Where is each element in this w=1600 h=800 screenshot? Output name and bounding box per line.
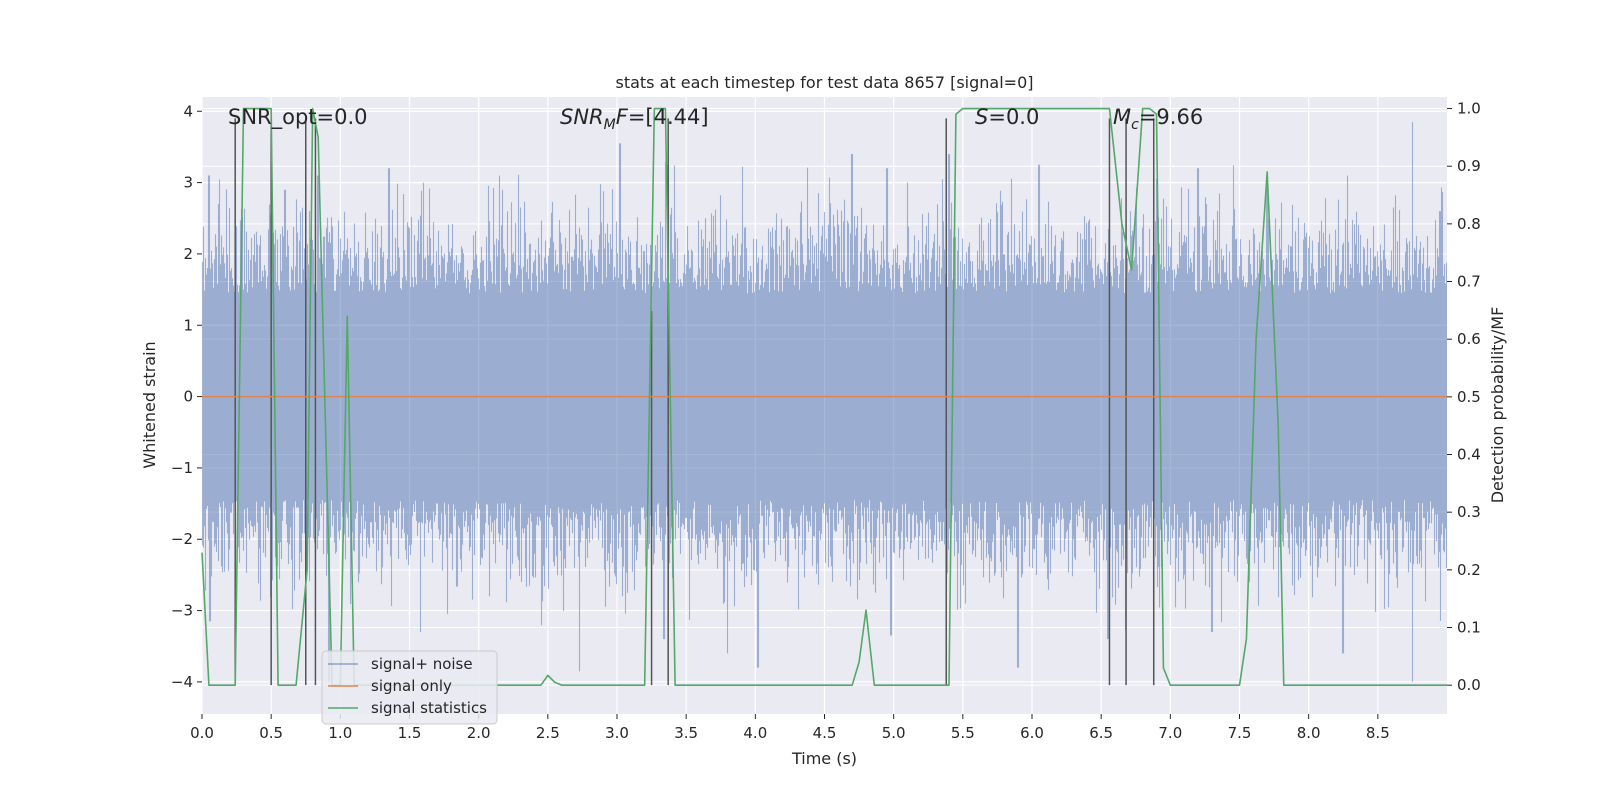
annotation-snr-mf: SNRMF=[4.44]	[560, 105, 709, 133]
x-axis-label: Time (s)	[791, 749, 857, 768]
y-right-tick-label-5: 0.5	[1457, 388, 1481, 406]
series-lines	[201, 107, 1447, 686]
y-right-tick-label-9: 0.1	[1457, 619, 1481, 637]
x-tick-label-17: 8.5	[1366, 724, 1390, 742]
legend-label-signal-statistics: signal statistics	[371, 699, 487, 717]
x-tick-label-11: 5.5	[951, 724, 975, 742]
legend-box	[321, 650, 498, 725]
stat-annotations: SNR_opt=0.0 SNRMF=[4.44] S=0.0 Mc=9.66	[228, 105, 1203, 133]
legend-label-signal-noise: signal+ noise	[371, 655, 473, 673]
x-tick-label-15: 7.5	[1228, 724, 1252, 742]
y-tick-label-4: 0	[183, 388, 193, 406]
x-tick-label-3: 1.5	[398, 724, 422, 742]
signal-statistics-line	[201, 107, 1447, 686]
x-tick-label-14: 7.0	[1158, 724, 1182, 742]
y-right-tick-label-1: 0.9	[1457, 157, 1481, 175]
y-tick-label-6: −2	[171, 530, 193, 548]
x-tick-label-9: 4.5	[813, 724, 837, 742]
y-tick-label-2: 2	[183, 245, 193, 263]
series-signal-noise	[201, 122, 1448, 682]
y-tick-label-5: −1	[171, 459, 193, 477]
x-tick-label-13: 6.5	[1089, 724, 1113, 742]
x-tick-label-4: 2.0	[467, 724, 491, 742]
y-right-tick-label-0: 1.0	[1457, 100, 1481, 118]
x-tick-label-16: 8.0	[1297, 724, 1321, 742]
y-right-tick-label-7: 0.3	[1457, 503, 1481, 521]
x-tick-label-12: 6.0	[1020, 724, 1044, 742]
y-axis-ticks: 4 3 2 1 0 −1 −2 −3 −4	[171, 102, 202, 691]
y-tick-label-8: −4	[171, 673, 193, 691]
y-right-tick-label-2: 0.8	[1457, 215, 1481, 233]
x-tick-label-10: 5.0	[882, 724, 906, 742]
x-tick-label-2: 1.0	[328, 724, 352, 742]
x-tick-label-0: 0.0	[190, 724, 214, 742]
y-right-tick-label-8: 0.2	[1457, 561, 1481, 579]
signal-noise-trace	[201, 122, 1448, 682]
x-axis-ticks: 0.0 0.5 1.0 1.5 2.0 2.5 3.0 3.5 4.0 4.5 5.0 5.5 6.0 6…	[190, 714, 1390, 742]
y-tick-label-7: −3	[171, 602, 193, 620]
x-tick-label-1: 0.5	[259, 724, 283, 742]
annotation-snr-opt: SNR_opt=0.0	[228, 105, 368, 130]
y-tick-label-0: 4	[183, 102, 193, 120]
legend-label-signal-only: signal only	[371, 677, 452, 695]
y-axis-label: Whitened strain	[140, 341, 159, 468]
y-right-tick-label-6: 0.4	[1457, 446, 1481, 464]
y-tick-label-3: 1	[183, 316, 193, 334]
y-right-tick-label-10: 0.0	[1457, 676, 1481, 694]
x-tick-label-5: 2.5	[536, 724, 560, 742]
x-tick-label-8: 4.0	[743, 724, 767, 742]
vertical-markers	[234, 118, 1155, 686]
annotation-s-stat: S=0.0	[975, 105, 1039, 129]
annotation-mc: Mc=9.66	[1113, 105, 1203, 133]
x-tick-label-7: 3.5	[674, 724, 698, 742]
y-tick-label-1: 3	[183, 174, 193, 192]
chart-title: stats at each timestep for test data 865…	[615, 73, 1033, 92]
y-right-tick-label-3: 0.7	[1457, 273, 1481, 291]
y-right-axis-label: Detection probability/MF	[1488, 307, 1507, 504]
y-right-tick-label-4: 0.6	[1457, 330, 1481, 348]
y-right-axis-ticks: 1.0 0.9 0.8 0.7 0.6 0.5 0.4 0.3 0.2 0.1 0.0	[1447, 100, 1481, 694]
x-tick-label-6: 3.0	[605, 724, 629, 742]
legend: signal+ noise signal only signal statist…	[321, 650, 498, 725]
